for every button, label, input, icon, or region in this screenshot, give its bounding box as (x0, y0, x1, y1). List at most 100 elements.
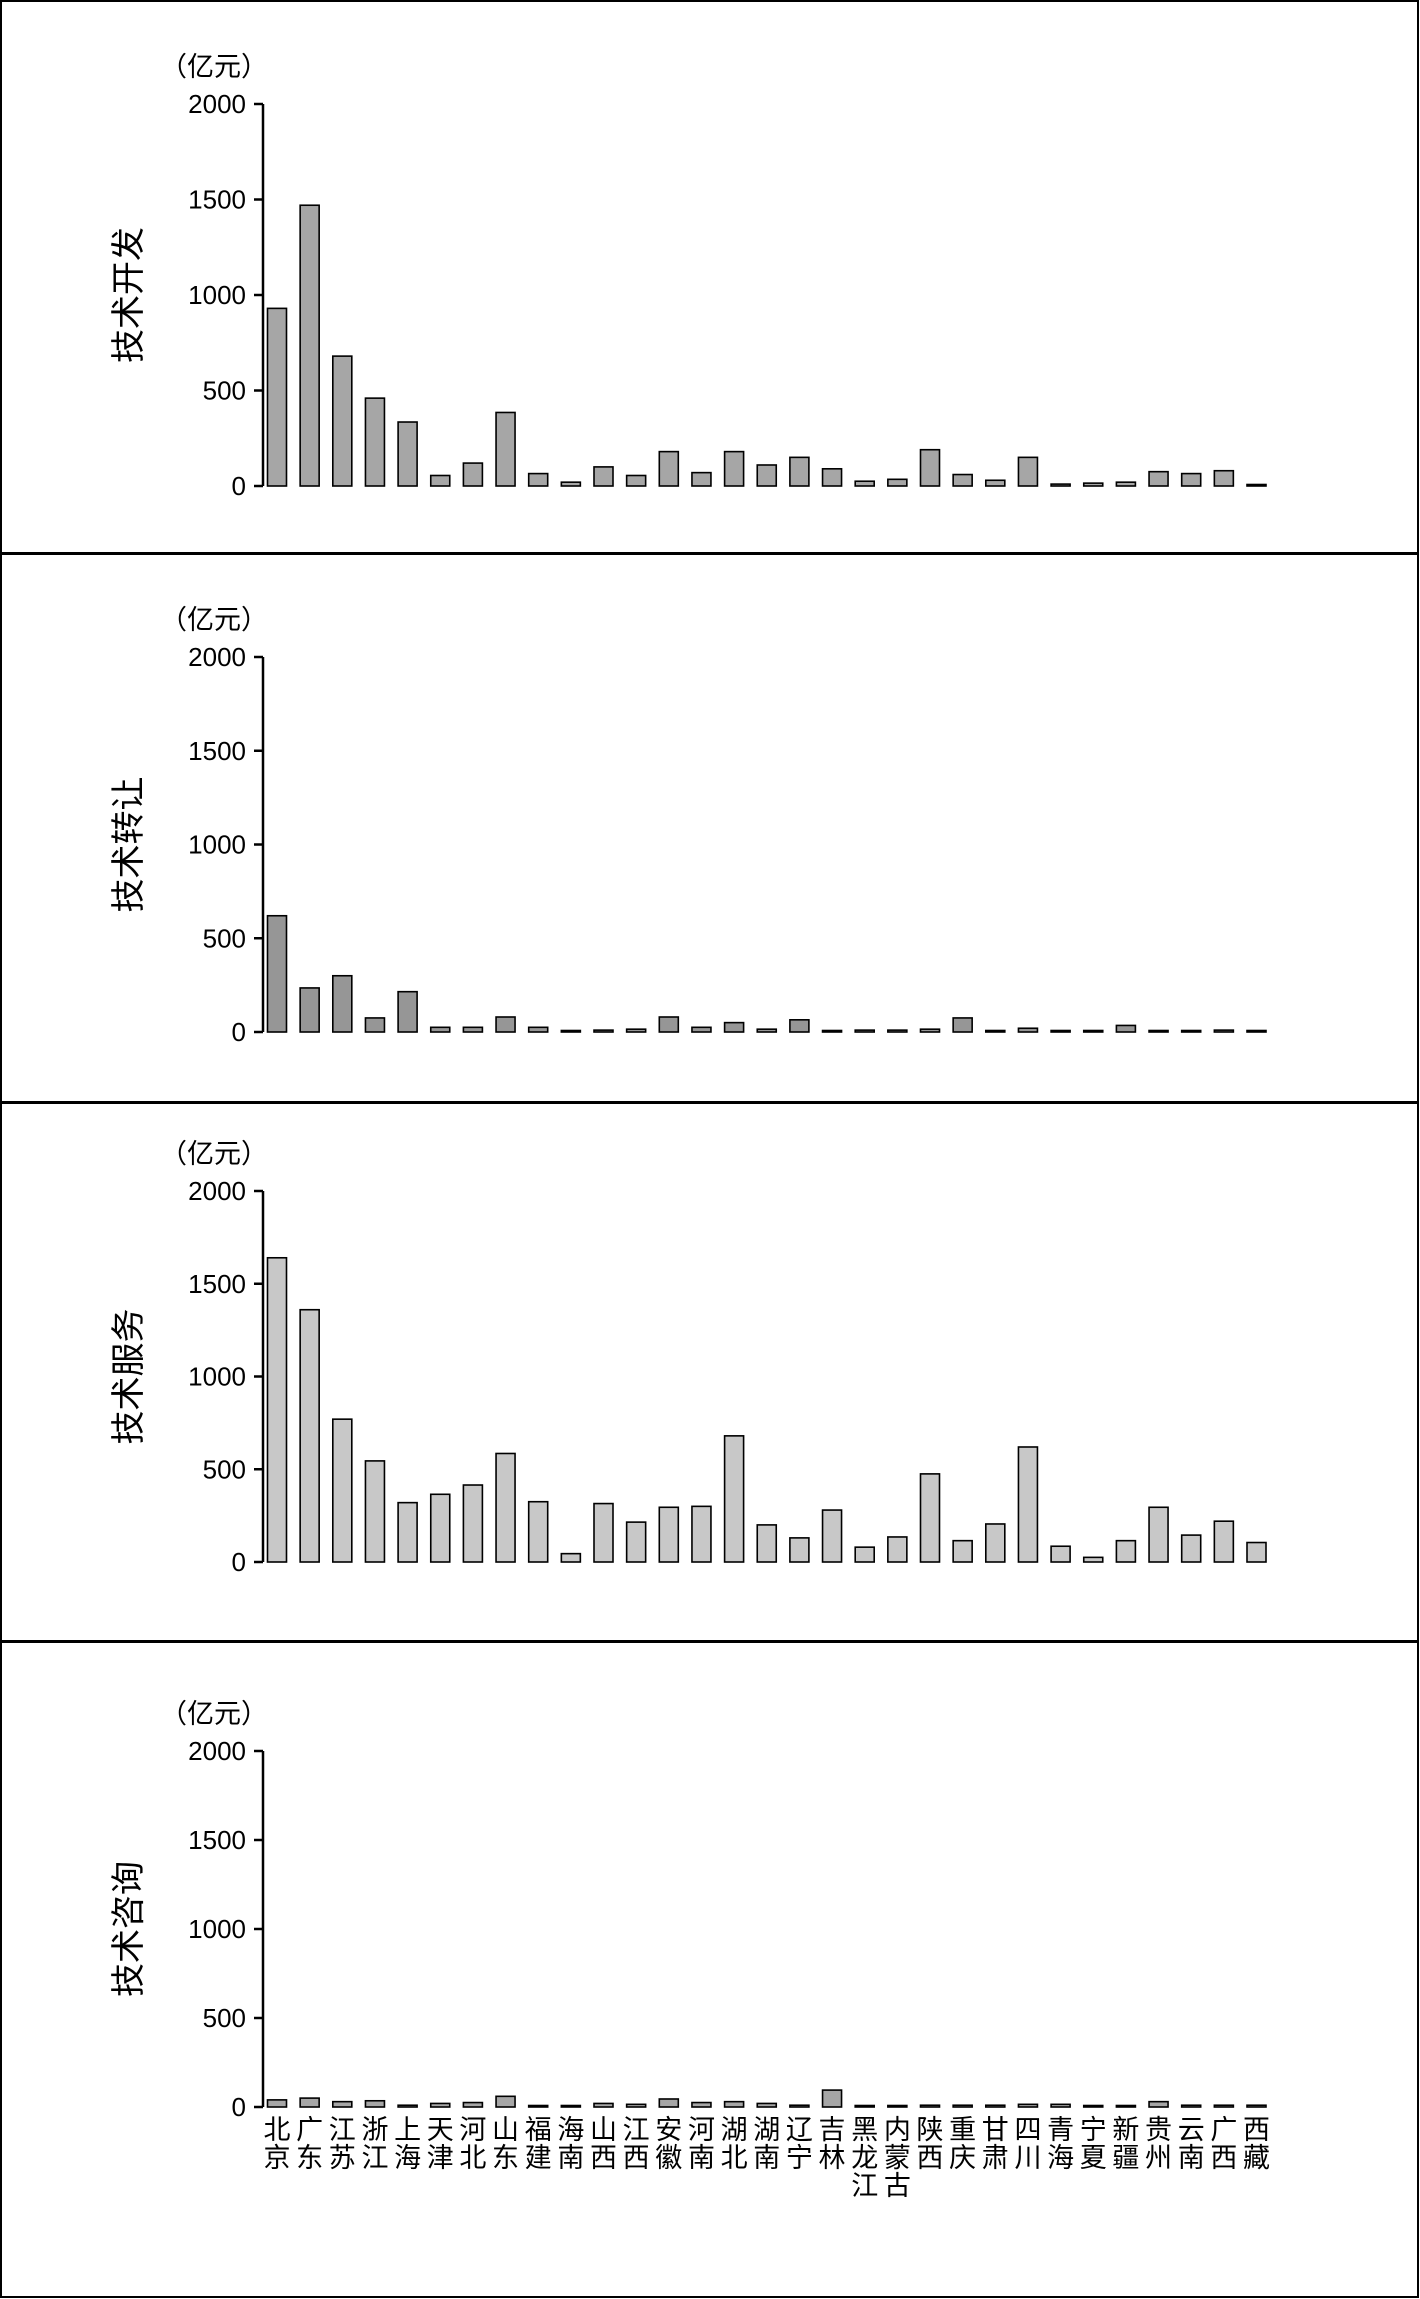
bar-4-湖南 (756, 2102, 778, 2108)
bar-2-江西 (625, 1028, 647, 1033)
category-label-贵州: 贵州 (1145, 2115, 1172, 2174)
bar-2-西藏 (1246, 1029, 1267, 1033)
bar-2-云南 (1180, 1029, 1202, 1033)
bar-3-福建 (527, 1500, 549, 1563)
category-label-广东: 广东 (296, 2115, 323, 2174)
bar-3-北京 (266, 1256, 288, 1563)
bar-4-云南 (1180, 2104, 1202, 2108)
bar-2-河南 (691, 1026, 712, 1033)
bar-4-新疆 (1115, 2104, 1137, 2108)
bar-4-广东 (299, 2097, 320, 2108)
category-label-甘肃: 甘肃 (982, 2115, 1009, 2174)
y-tick-label-2-0: 0 (232, 1017, 246, 1047)
bar-3-陕西 (919, 1473, 941, 1563)
bar-1-四川 (1017, 456, 1039, 487)
unit-label-4: （亿元） (160, 1699, 268, 1730)
y-tick-label-1-1500: 1500 (188, 185, 246, 215)
category-label-内蒙古: 内蒙古 (884, 2115, 911, 2202)
bar-4-北京 (266, 2099, 288, 2108)
y-tick-label-2-500: 500 (203, 923, 246, 953)
y-tick-label-3-1500: 1500 (188, 1269, 246, 1299)
bar-1-云南 (1180, 472, 1202, 487)
y-axis-label-4: 技术咨询 (109, 1861, 149, 1997)
unit-label-3: （亿元） (160, 1139, 268, 1170)
bar-4-江西 (625, 2103, 647, 2108)
category-label-河北: 河北 (459, 2115, 486, 2174)
bar-4-湖北 (723, 2100, 745, 2108)
bar-1-北京 (266, 307, 288, 487)
category-label-宁夏: 宁夏 (1080, 2115, 1107, 2174)
category-label-青海: 青海 (1047, 2115, 1074, 2174)
y-tick-label-4-500: 500 (203, 2003, 246, 2033)
bar-3-广东 (299, 1308, 320, 1563)
y-tick-label-4-0: 0 (232, 2092, 246, 2122)
y-tick-label-3-0: 0 (232, 1547, 246, 1577)
bar-1-安徽 (658, 450, 680, 487)
bar-2-河北 (462, 1026, 484, 1033)
bar-2-宁夏 (1082, 1029, 1104, 1033)
y-tick-label-1-0: 0 (232, 471, 246, 501)
bar-4-贵州 (1148, 2100, 1169, 2108)
category-label-上海: 上海 (394, 2115, 421, 2174)
bar-2-上海 (397, 990, 418, 1033)
bar-3-天津 (429, 1493, 451, 1563)
bar-3-湖北 (723, 1435, 745, 1563)
bar-1-湖北 (723, 450, 745, 487)
bar-1-陕西 (919, 448, 941, 487)
bar-2-湖南 (756, 1028, 778, 1033)
bar-1-江苏 (331, 355, 353, 487)
category-label-天津: 天津 (427, 2115, 454, 2174)
bar-1-河北 (462, 462, 484, 487)
category-label-北京: 北京 (264, 2115, 291, 2174)
bar-3-四川 (1017, 1446, 1039, 1563)
bar-4-青海 (1050, 2103, 1071, 2108)
bar-4-上海 (397, 2104, 418, 2108)
bar-2-山东 (495, 1016, 516, 1033)
bar-3-山西 (593, 1502, 614, 1563)
bar-2-山西 (593, 1029, 614, 1033)
bar-4-安徽 (658, 2098, 680, 2108)
bar-3-新疆 (1115, 1539, 1137, 1563)
category-label-重庆: 重庆 (949, 2115, 976, 2174)
category-label-江西: 江西 (623, 2115, 650, 2174)
category-label-陕西: 陕西 (917, 2115, 944, 2174)
bar-4-河南 (691, 2101, 712, 2108)
bar-3-广西 (1213, 1520, 1235, 1563)
bar-4-山东 (495, 2095, 516, 2108)
y-axis-label-1: 技术开发 (109, 227, 149, 363)
bar-3-宁夏 (1082, 1556, 1104, 1563)
bar-2-广东 (299, 987, 320, 1033)
category-label-海南: 海南 (557, 2115, 584, 2174)
category-label-吉林: 吉林 (819, 2115, 846, 2174)
bar-1-宁夏 (1082, 482, 1104, 487)
bar-1-湖南 (756, 464, 778, 487)
bar-1-山东 (495, 411, 516, 487)
category-label-江苏: 江苏 (329, 2115, 356, 2174)
bar-4-西藏 (1246, 2104, 1267, 2108)
bar-3-上海 (397, 1501, 418, 1563)
bar-4-山西 (593, 2102, 614, 2108)
bar-2-安徽 (658, 1016, 680, 1033)
bar-2-黑龙江 (854, 1029, 876, 1033)
bar-4-陕西 (919, 2104, 941, 2108)
bar-1-上海 (397, 421, 418, 487)
bar-2-四川 (1017, 1027, 1039, 1033)
y-tick-label-2-1500: 1500 (188, 736, 246, 766)
bar-1-江西 (625, 474, 647, 487)
bar-4-辽宁 (789, 2104, 810, 2108)
category-label-湖北: 湖北 (721, 2115, 748, 2174)
bar-4-甘肃 (984, 2104, 1006, 2108)
bar-4-四川 (1017, 2103, 1039, 2108)
bar-1-河南 (691, 471, 712, 487)
bar-1-甘肃 (984, 479, 1006, 487)
bar-2-福建 (527, 1026, 549, 1033)
category-label-广西: 广西 (1210, 2115, 1237, 2174)
bar-1-内蒙古 (887, 478, 908, 487)
bar-2-新疆 (1115, 1024, 1137, 1033)
bar-3-山东 (495, 1452, 516, 1563)
panel-border-4 (0, 1641, 1419, 2298)
bar-4-黑龙江 (854, 2104, 876, 2108)
panel-border-2 (0, 553, 1419, 1103)
bar-1-广东 (299, 204, 320, 487)
